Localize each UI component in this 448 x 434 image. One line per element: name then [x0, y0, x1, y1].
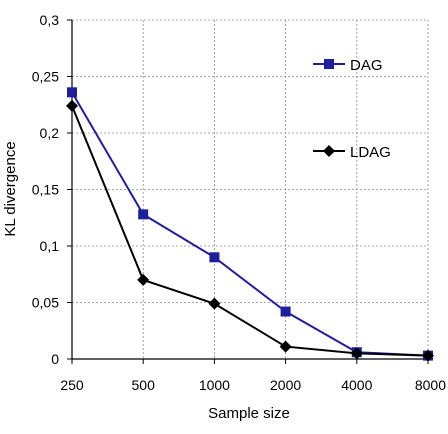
y-tick-label: 0,25	[32, 69, 59, 85]
series-line-dag	[71, 91, 429, 357]
data-point-ldag	[66, 99, 78, 112]
x-tick-label: 250	[60, 377, 84, 393]
data-point-ldag	[137, 273, 150, 286]
y-tick-labels: 0 0,05 0,1 0,15 0,2 0,25 0,3	[32, 12, 59, 367]
x-tick-label: 2000	[270, 377, 301, 393]
legend-label: LDAG	[350, 144, 391, 161]
y-axis-label: KL divergence	[2, 141, 19, 236]
y-tick-label: 0,15	[32, 182, 59, 198]
data-point-ldag	[279, 340, 292, 353]
legend-label: DAG	[350, 57, 383, 74]
legend-item-ldag: LDAG	[313, 144, 391, 161]
y-tick-label: 0	[51, 351, 59, 367]
axes	[67, 19, 429, 364]
x-tick-labels: 250 500 1000 2000 4000 8000	[60, 377, 446, 393]
data-point-dag	[209, 252, 220, 263]
series	[66, 87, 434, 362]
data-point-dag	[67, 87, 77, 98]
series-line-ldag	[71, 105, 429, 357]
legend-swatch-marker	[324, 59, 334, 69]
data-point-dag	[138, 209, 149, 220]
grid-lines	[72, 19, 429, 359]
x-axis-label: Sample size	[208, 405, 290, 422]
series-dag	[67, 87, 433, 361]
data-point-dag	[280, 306, 291, 317]
legend-swatch-marker	[323, 145, 335, 157]
y-tick-label: 0,3	[40, 12, 60, 28]
legend: DAG LDAG	[313, 57, 391, 161]
series-ldag	[66, 99, 434, 362]
y-tick-label: 0,1	[40, 238, 60, 254]
x-tick-label: 1000	[199, 377, 230, 393]
x-tick-label: 500	[132, 377, 156, 393]
y-tick-label: 0,2	[40, 125, 60, 141]
x-tick-label: 8000	[415, 377, 446, 393]
x-tick-label: 4000	[341, 377, 372, 393]
y-tick-label: 0,05	[32, 295, 59, 311]
data-point-ldag	[208, 297, 221, 310]
data-point-ldag	[422, 349, 434, 362]
data-point-ldag	[350, 347, 363, 360]
legend-item-dag: DAG	[313, 57, 383, 74]
